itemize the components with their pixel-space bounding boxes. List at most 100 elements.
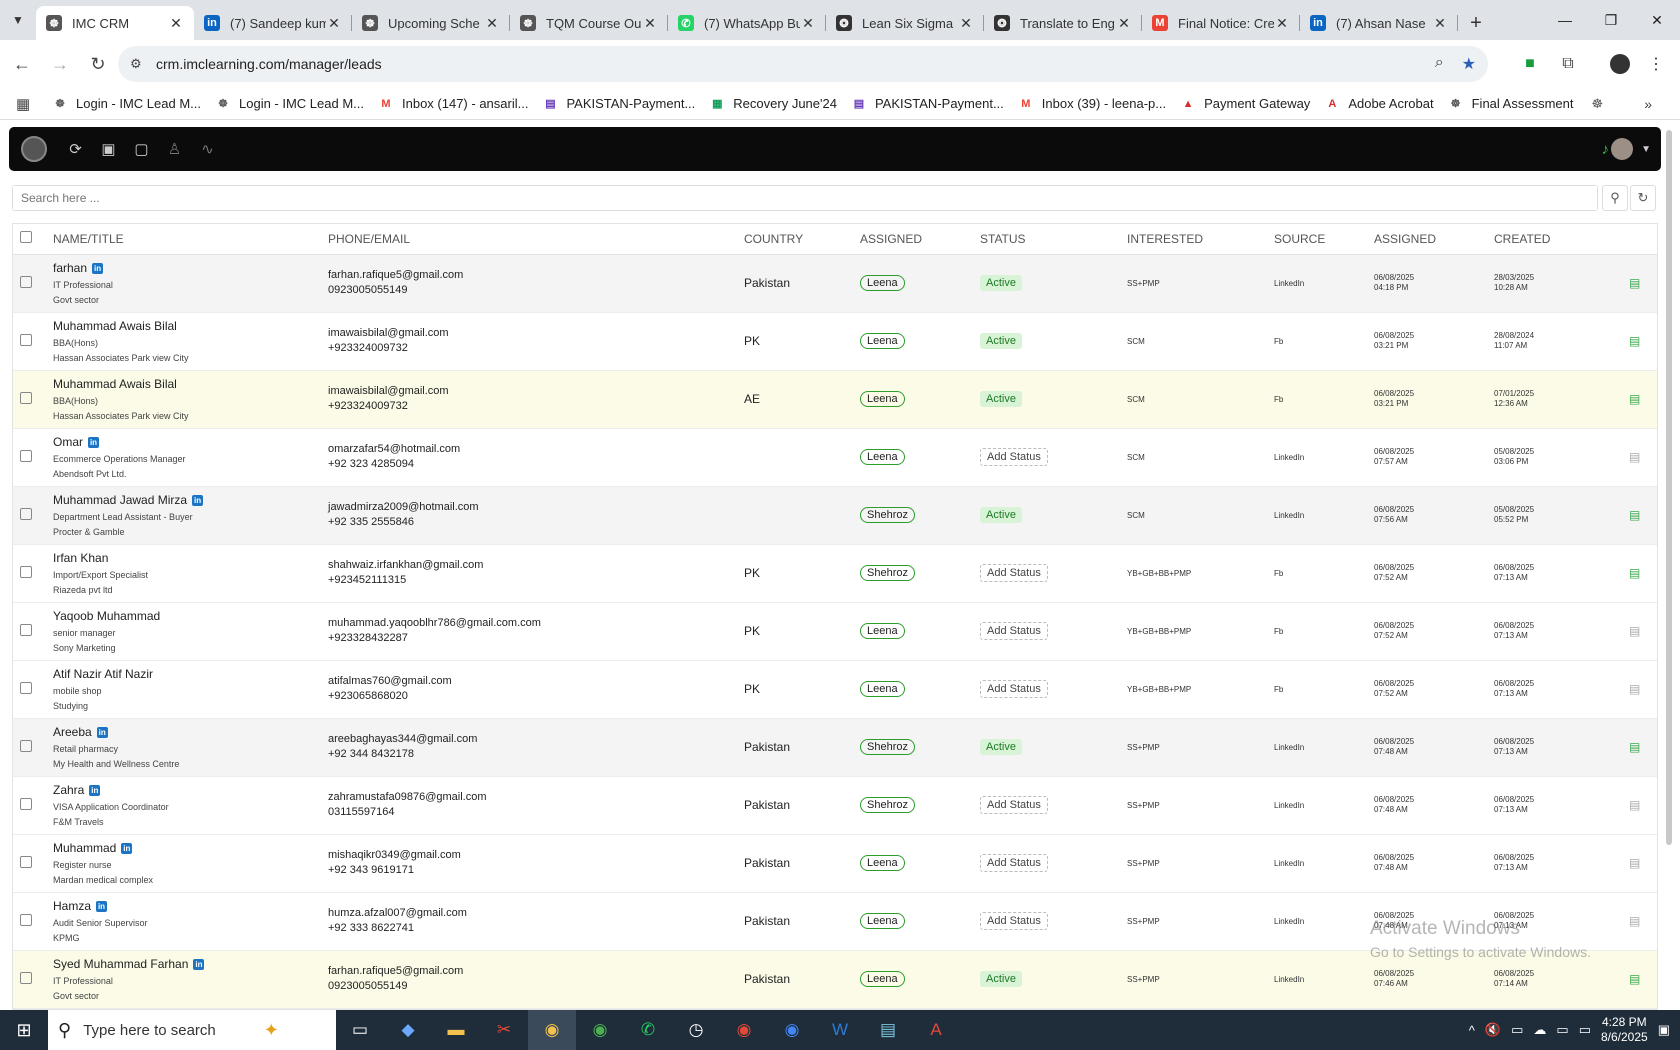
lead-email[interactable]: areebaghayas344@gmail.com [328,733,478,745]
bookmark-item[interactable]: ☸ Final Assessment [1448,96,1574,112]
document-icon[interactable]: ▢ [134,141,149,158]
add-status-button[interactable]: Add Status [980,448,1048,466]
row-checkbox[interactable] [20,391,32,404]
taskbar-search-box[interactable]: ⚲ Type here to search ✦ [48,1010,336,1050]
meet-icon[interactable]: ▭ [1511,1022,1524,1037]
back-arrow-icon[interactable]: ← [13,53,31,74]
acrobat-icon[interactable]: A [930,1020,942,1039]
restore-icon[interactable]: ❐ [1604,11,1618,28]
assigned-pill[interactable]: Shehroz [860,565,915,581]
browser-tab[interactable]: ❂ Translate to Eng ✕ [984,6,1142,40]
table-row[interactable]: Muhammad Jawad Mirza in Department Lead As… [13,486,1657,545]
row-checkbox[interactable] [20,623,32,636]
assigned-pill[interactable]: Shehroz [860,797,915,813]
bookmark-item[interactable]: M Inbox (39) - leena-p... [1018,96,1166,112]
imc-logo[interactable] [21,136,47,162]
bookmark-item[interactable]: ▲ Payment Gateway [1180,96,1311,112]
notification-center-icon[interactable]: ▣ [1657,1022,1670,1037]
table-row[interactable]: Zahra in VISA Application Coordinator F&M T… [13,776,1657,835]
assigned-pill[interactable]: Leena [860,449,905,465]
row-checkbox[interactable] [20,565,32,578]
status-badge[interactable]: Active [980,971,1022,987]
battery-icon[interactable]: ▭ [1578,1022,1591,1037]
close-window-icon[interactable]: ✕ [1651,11,1663,28]
document-icon[interactable]: ▤ [1629,798,1641,812]
browser-tab[interactable]: ☸ Upcoming Sche ✕ [352,6,510,40]
assigned-pill[interactable]: Leena [860,855,905,871]
column-header[interactable]: NAME/TITLE [53,224,328,255]
linkedin-icon[interactable]: in [193,958,205,970]
forward-arrow-icon[interactable]: → [51,53,69,74]
volume-muted-icon[interactable]: 🔇 [1484,1022,1502,1037]
assigned-pill[interactable]: Leena [860,681,905,697]
add-status-button[interactable]: Add Status [980,564,1048,582]
row-checkbox[interactable] [20,739,32,752]
tab-close-icon[interactable]: ✕ [1434,14,1446,31]
assigned-pill[interactable]: Leena [860,623,905,639]
lead-name[interactable]: Areeba [53,725,92,739]
tab-close-icon[interactable]: ✕ [328,14,340,31]
lead-email[interactable]: atifalmas760@gmail.com [328,675,452,687]
browser-tab[interactable]: in (7) Ahsan Nase ✕ [1300,6,1458,40]
lead-name[interactable]: Muhammad Awais Bilal [53,377,177,391]
row-checkbox[interactable] [20,507,32,520]
network-icon[interactable]: ▭ [1556,1022,1569,1037]
row-checkbox[interactable] [20,971,32,984]
lead-phone[interactable]: 0923005055149 [328,980,408,992]
select-all-checkbox[interactable] [20,231,32,244]
browser-menu-icon[interactable]: ⋮ [1648,56,1664,73]
row-checkbox[interactable] [20,333,32,346]
table-row[interactable]: Yaqoob Muhammad senior manager Sony Market… [13,602,1657,661]
lead-email[interactable]: muhammad.yaqooblhr786@gmail.com.com [328,617,541,629]
tab-close-icon[interactable]: ✕ [644,14,656,31]
bookmark-star-icon[interactable]: ★ [1461,56,1476,73]
reload-icon[interactable]: ↻ [90,53,106,74]
lead-phone[interactable]: +92 344 8432178 [328,748,414,760]
linkedin-icon[interactable]: in [121,842,133,854]
lead-email[interactable]: farhan.rafique5@gmail.com [328,269,464,281]
chrome-icon[interactable]: ◉ [784,1020,800,1039]
assigned-pill[interactable]: Shehroz [860,739,915,755]
zoom-icon[interactable]: ⌕ [1434,54,1444,71]
lead-name[interactable]: Zahra [53,783,85,797]
lead-name[interactable]: Muhammad Awais Bilal [53,319,177,333]
user-icon[interactable]: ♙ [167,141,182,158]
browser-tab[interactable]: ❂ Lean Six Sigma ✕ [826,6,984,40]
lead-email[interactable]: shahwaiz.irfankhan@gmail.com [328,559,484,571]
url-text[interactable]: crm.imclearning.com/manager/leads [156,56,382,72]
lead-phone[interactable]: 03115597164 [328,806,395,818]
extension-green-icon[interactable]: ■ [1525,55,1535,72]
row-checkbox[interactable] [20,275,32,288]
column-header[interactable]: PHONE/EMAIL [328,224,744,255]
add-status-button[interactable]: Add Status [980,912,1048,930]
chrome-icon[interactable]: ◉ [592,1020,608,1039]
chevron-down-icon[interactable]: ▼ [1641,143,1651,155]
lead-name[interactable]: Irfan Khan [53,551,109,565]
assigned-pill[interactable]: Leena [860,333,905,349]
lead-name[interactable]: Omar [53,435,83,449]
site-info-icon[interactable]: ⚙ [130,56,142,71]
linkedin-icon[interactable]: in [88,436,99,448]
table-row[interactable]: Atif Nazir Atif Nazir mobile shop Studying… [13,660,1657,719]
status-badge[interactable]: Active [980,507,1022,523]
browser-tab[interactable]: ☸ TQM Course Ou ✕ [510,6,668,40]
status-badge[interactable]: Active [980,739,1022,755]
assigned-pill[interactable]: Leena [860,275,905,291]
word-icon[interactable]: W [831,1020,849,1039]
document-icon[interactable]: ▤ [1629,276,1641,290]
add-status-button[interactable]: Add Status [980,796,1048,814]
linkedin-icon[interactable]: in [92,262,104,274]
lead-phone[interactable]: +923452111315 [328,574,407,586]
chrome-icon[interactable]: ◉ [736,1020,752,1039]
add-status-button[interactable]: Add Status [980,680,1048,698]
lead-email[interactable]: imawaisbilal@gmail.com [328,385,449,397]
lead-phone[interactable]: +923324009732 [328,400,408,412]
notification-bell-icon[interactable]: ♪ [1601,140,1610,158]
bookmark-overflow-icon[interactable]: ☸ [1591,95,1604,111]
document-icon[interactable]: ▤ [1629,450,1641,464]
status-badge[interactable]: Active [980,391,1022,407]
refresh-icon[interactable]: ⟳ [69,141,82,158]
document-icon[interactable]: ▤ [1629,624,1641,638]
lead-phone[interactable]: +923065868020 [328,690,408,702]
linkedin-icon[interactable]: in [96,900,108,912]
